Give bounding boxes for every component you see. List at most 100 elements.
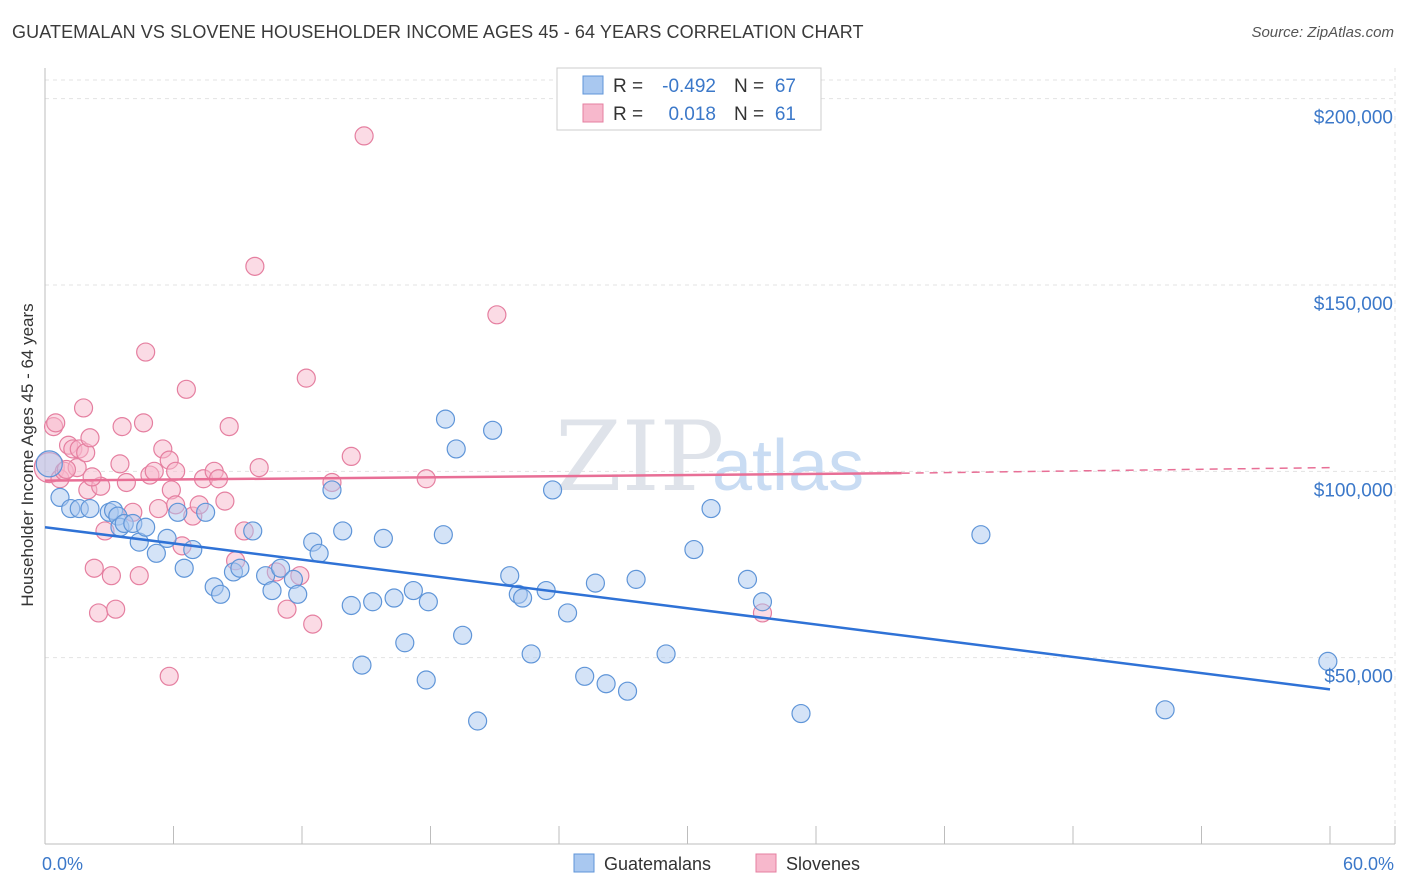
y-tick-label-3: $200,000 bbox=[1314, 108, 1393, 129]
slovenes-trend-line bbox=[44, 471, 902, 482]
guatemalans-point-16 bbox=[174, 558, 194, 578]
guatemalans-point-55 bbox=[575, 666, 595, 686]
guatemalans-point-33 bbox=[341, 595, 361, 616]
y-tick-label-1: $100,000 bbox=[1314, 480, 1393, 501]
legend-swatch-slovenes bbox=[582, 103, 604, 123]
slovenes-trend-line-extension bbox=[901, 466, 1331, 474]
guatemalans-point-22 bbox=[230, 558, 250, 578]
guatemalans-point-23 bbox=[243, 521, 263, 541]
guatemalans-point-36 bbox=[373, 528, 393, 549]
guatemalans-point-67 bbox=[1155, 700, 1175, 720]
guatemalans-point-57 bbox=[596, 674, 616, 694]
guatemalans-point-61 bbox=[684, 539, 704, 560]
guatemalans-point-0 bbox=[35, 450, 63, 478]
guatemalans-point-51 bbox=[521, 644, 541, 664]
slovenes-point-2 bbox=[46, 413, 66, 433]
guatemalans-point-48 bbox=[500, 566, 520, 586]
guatemalans-point-66 bbox=[971, 525, 991, 545]
chart-title: GUATEMALAN VS SLOVENE HOUSEHOLDER INCOME… bbox=[12, 22, 864, 42]
guatemalans-point-56 bbox=[585, 573, 606, 593]
slovenes-point-45 bbox=[249, 457, 269, 478]
slovenes-point-40 bbox=[215, 491, 235, 511]
x-tick-labels: 0.0% 60.0% bbox=[42, 854, 1394, 874]
guatemalans-point-58 bbox=[617, 681, 638, 701]
slovenes-point-28 bbox=[148, 498, 169, 519]
legend-r-label-guatemalans: R = bbox=[613, 76, 643, 97]
guatemalans-point-41 bbox=[418, 592, 438, 612]
guatemalans-point-20 bbox=[211, 584, 231, 604]
guatemalans-point-50 bbox=[512, 588, 533, 608]
bottom-legend-swatch-slovenes bbox=[755, 853, 777, 873]
legend-r-label-slovenes: R = bbox=[613, 104, 643, 125]
slovenes-point-34 bbox=[176, 379, 196, 399]
slovenes-point-13 bbox=[84, 558, 104, 578]
guatemalans-points bbox=[35, 409, 1338, 731]
guatemalans-point-53 bbox=[542, 480, 563, 500]
correlation-legend: R = -0.492 N = 67 R = 0.018 N = 61 bbox=[556, 67, 822, 131]
slovenes-point-59 bbox=[82, 467, 102, 487]
slovenes-point-14 bbox=[88, 603, 109, 623]
slovenes-point-12 bbox=[80, 428, 100, 448]
legend-swatch-guatemalans bbox=[582, 75, 604, 95]
guatemalans-point-31 bbox=[322, 480, 342, 500]
guatemalans-point-65 bbox=[791, 703, 811, 724]
slovenes-point-23 bbox=[129, 566, 149, 586]
y-tick-label-2: $150,000 bbox=[1314, 294, 1393, 315]
guatemalans-point-25 bbox=[262, 580, 282, 601]
guatemalans-point-40 bbox=[416, 670, 436, 690]
slovenes-point-41 bbox=[219, 416, 239, 437]
guatemalans-point-63 bbox=[737, 569, 758, 589]
x-tick-label-1: 60.0% bbox=[1343, 854, 1394, 874]
legend-n-value-slovenes: 61 bbox=[775, 104, 796, 125]
slovenes-point-18 bbox=[106, 599, 126, 619]
slovenes-point-27 bbox=[144, 461, 164, 481]
slovenes-point-25 bbox=[136, 342, 156, 362]
watermark-atlas: atlas bbox=[712, 426, 864, 506]
slovenes-point-24 bbox=[133, 413, 154, 433]
slovenes-point-9 bbox=[73, 398, 94, 418]
guatemalans-point-17 bbox=[183, 539, 203, 560]
slovenes-point-20 bbox=[112, 416, 132, 437]
slovenes-point-19 bbox=[110, 454, 130, 474]
slovenes-point-55 bbox=[487, 305, 507, 325]
guatemalans-point-12 bbox=[136, 517, 156, 537]
slovenes-point-60 bbox=[166, 461, 186, 481]
slovenes-point-17 bbox=[101, 566, 121, 586]
legend-r-value-slovenes: 0.018 bbox=[668, 104, 716, 125]
guatemalans-point-13 bbox=[146, 543, 166, 563]
guatemalans-point-47 bbox=[483, 420, 503, 440]
guatemalans-point-60 bbox=[656, 644, 676, 664]
legend-n-value-guatemalans: 67 bbox=[775, 76, 796, 97]
guatemalans-point-34 bbox=[352, 655, 372, 675]
y-tick-labels: $50,000 $100,000 $150,000 $200,000 bbox=[1314, 108, 1393, 688]
legend-n-label-slovenes: N = bbox=[734, 104, 764, 125]
slovenes-point-54 bbox=[416, 469, 436, 489]
slovenes-point-53 bbox=[354, 126, 374, 146]
bottom-legend-swatch-guatemalans bbox=[573, 853, 595, 873]
watermark: ZIP atlas bbox=[555, 401, 864, 513]
watermark-zip: ZIP bbox=[555, 401, 724, 513]
bottom-legend-label-guatemalans: Guatemalans bbox=[604, 854, 711, 874]
slovenes-point-47 bbox=[277, 599, 297, 619]
y-axis-label: Householder Income Ages 45 - 64 years bbox=[18, 303, 37, 606]
guatemalans-point-14 bbox=[157, 528, 177, 549]
guatemalans-point-4 bbox=[80, 498, 100, 519]
guatemalans-point-28 bbox=[288, 584, 308, 604]
slovenes-point-49 bbox=[296, 368, 316, 388]
slovenes-point-21 bbox=[116, 472, 136, 493]
guatemalans-point-42 bbox=[433, 525, 453, 545]
slovenes-point-57 bbox=[159, 666, 179, 686]
guatemalans-point-68 bbox=[1318, 651, 1338, 671]
guatemalans-point-59 bbox=[626, 569, 646, 589]
guatemalans-point-18 bbox=[196, 502, 216, 522]
axes bbox=[44, 68, 1396, 845]
guatemalans-point-44 bbox=[446, 439, 466, 459]
y-tick-label-0: $50,000 bbox=[1324, 667, 1393, 688]
slovenes-point-44 bbox=[245, 256, 265, 276]
guatemalans-point-46 bbox=[468, 711, 488, 731]
guatemalans-point-38 bbox=[395, 633, 415, 653]
legend-r-value-guatemalans: -0.492 bbox=[662, 76, 716, 97]
guatemalans-point-62 bbox=[701, 498, 721, 519]
guatemalans-point-45 bbox=[453, 625, 473, 645]
